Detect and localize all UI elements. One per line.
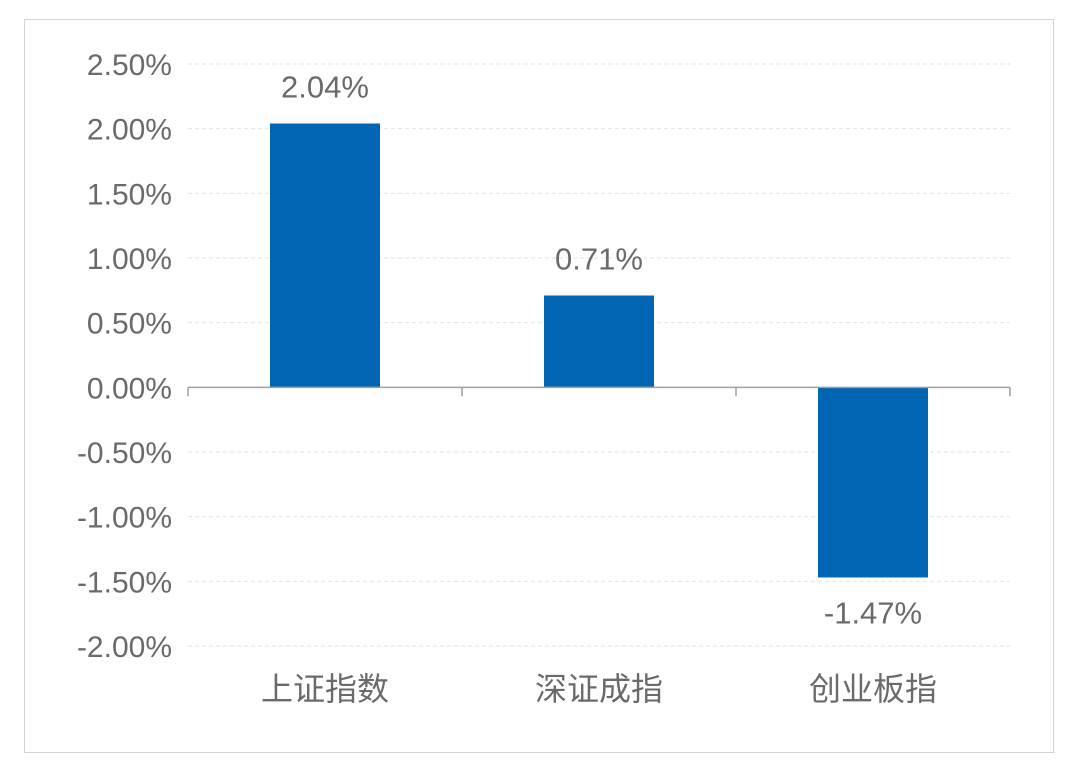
bar-3 bbox=[818, 387, 928, 578]
x-category-label: 深证成指 bbox=[535, 670, 663, 708]
data-label: 0.71% bbox=[555, 242, 643, 277]
y-tick-label: 1.00% bbox=[87, 243, 172, 276]
y-tick-label: 2.00% bbox=[87, 114, 172, 147]
data-label: -1.47% bbox=[824, 595, 922, 630]
y-tick-label: -0.50% bbox=[77, 437, 172, 470]
y-tick-label: 0.50% bbox=[87, 308, 172, 341]
x-category-label: 上证指数 bbox=[261, 670, 389, 708]
data-label: 2.04% bbox=[281, 69, 369, 104]
y-tick-label: -1.00% bbox=[77, 502, 172, 535]
bars bbox=[270, 123, 928, 578]
bar-2 bbox=[544, 295, 654, 388]
y-tick-label: 1.50% bbox=[87, 178, 172, 211]
x-axis bbox=[187, 386, 1011, 397]
x-axis-categories: 上证指数 深证成指 创业板指 bbox=[261, 670, 937, 708]
x-category-label: 创业板指 bbox=[809, 670, 937, 708]
bar-1 bbox=[270, 123, 380, 388]
y-tick-label: 0.00% bbox=[87, 372, 172, 405]
y-tick-label: 2.50% bbox=[87, 49, 172, 82]
y-tick-label: -2.00% bbox=[77, 631, 172, 664]
data-labels: 2.04% 0.71% -1.47% bbox=[281, 69, 922, 630]
y-tick-label: -1.50% bbox=[77, 566, 172, 599]
chart-frame bbox=[24, 19, 1054, 753]
y-axis-ticks: 2.50% 2.00% 1.50% 1.00% 0.50% 0.00% -0.50% -1.0… bbox=[77, 49, 172, 664]
